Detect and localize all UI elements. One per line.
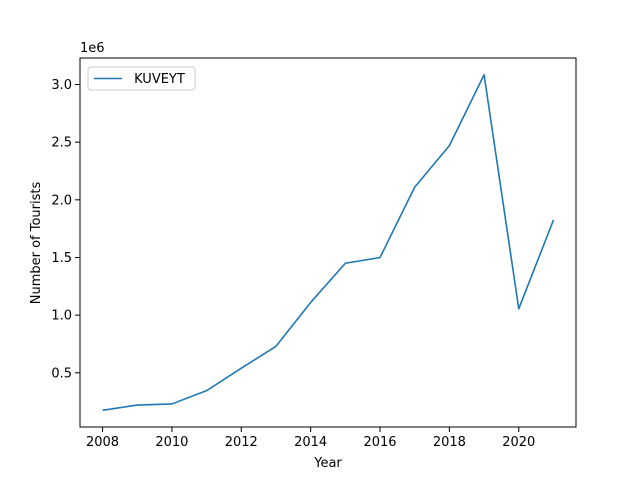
y-tick-label: 3.0	[51, 78, 72, 93]
legend-label: KUVEYT	[130, 72, 185, 87]
series-line-kuveyt	[102, 73, 555, 412]
y-tick-label: 1.5	[51, 251, 72, 266]
y-axis-label: Number of Tourists	[29, 182, 44, 305]
x-tick-label: 2014	[294, 435, 327, 450]
x-tick-label: 2008	[86, 435, 119, 450]
y-tick-label: 0.5	[51, 366, 72, 381]
y-tick-label: 2.5	[51, 136, 72, 151]
x-tick-label: 2016	[363, 435, 396, 450]
legend-box	[87, 66, 196, 91]
x-axis-label: Year	[313, 456, 342, 471]
y-tick-label: 1.0	[51, 309, 72, 324]
x-tick-label: 2012	[225, 435, 258, 450]
y-tick-label: 2.0	[51, 193, 72, 208]
x-tick-label: 2018	[433, 435, 466, 450]
x-tick-label: 2010	[155, 435, 188, 450]
x-tick-label: 2020	[502, 435, 535, 450]
y-axis-offset-label: 1e6	[80, 41, 105, 56]
axes-frame	[79, 57, 577, 428]
plot-area: 2008 2010 2012 2014 2016 2018 2020 0.5 1.0 1.5 2.0…	[51, 57, 577, 450]
